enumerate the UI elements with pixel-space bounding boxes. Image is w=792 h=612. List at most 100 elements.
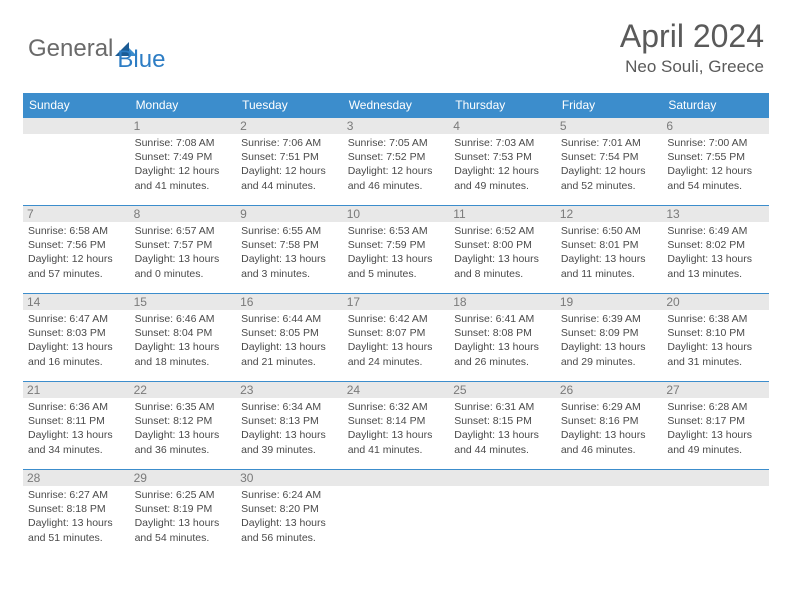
day-number-empty — [662, 470, 769, 486]
col-sunday: Sunday — [23, 93, 130, 118]
day-cell — [662, 470, 769, 558]
day-number: 19 — [556, 294, 663, 310]
sunset-text: Sunset: 7:49 PM — [135, 150, 232, 164]
sunrise-text: Sunrise: 6:47 AM — [28, 312, 125, 326]
day-number: 28 — [23, 470, 130, 486]
sunset-text: Sunset: 7:54 PM — [561, 150, 658, 164]
cell-body: Sunrise: 6:24 AMSunset: 8:20 PMDaylight:… — [241, 488, 338, 545]
day-number: 23 — [236, 382, 343, 398]
day-number: 12 — [556, 206, 663, 222]
cell-body: Sunrise: 7:06 AMSunset: 7:51 PMDaylight:… — [241, 136, 338, 193]
day-cell — [556, 470, 663, 558]
day-number: 14 — [23, 294, 130, 310]
cell-body: Sunrise: 6:31 AMSunset: 8:15 PMDaylight:… — [454, 400, 551, 457]
cell-body: Sunrise: 6:27 AMSunset: 8:18 PMDaylight:… — [28, 488, 125, 545]
cell-body: Sunrise: 7:01 AMSunset: 7:54 PMDaylight:… — [561, 136, 658, 193]
day-cell: 7Sunrise: 6:58 AMSunset: 7:56 PMDaylight… — [23, 206, 130, 294]
week-row: 7Sunrise: 6:58 AMSunset: 7:56 PMDaylight… — [23, 206, 769, 294]
daylight-text: Daylight: 13 hours and 3 minutes. — [241, 252, 338, 280]
sunset-text: Sunset: 8:11 PM — [28, 414, 125, 428]
daylight-text: Daylight: 13 hours and 13 minutes. — [667, 252, 764, 280]
daylight-text: Daylight: 13 hours and 18 minutes. — [135, 340, 232, 368]
week-row: 1Sunrise: 7:08 AMSunset: 7:49 PMDaylight… — [23, 118, 769, 206]
day-cell: 2Sunrise: 7:06 AMSunset: 7:51 PMDaylight… — [236, 118, 343, 206]
daylight-text: Daylight: 13 hours and 41 minutes. — [348, 428, 445, 456]
sunset-text: Sunset: 8:18 PM — [28, 502, 125, 516]
cell-body: Sunrise: 6:50 AMSunset: 8:01 PMDaylight:… — [561, 224, 658, 281]
day-cell: 26Sunrise: 6:29 AMSunset: 8:16 PMDayligh… — [556, 382, 663, 470]
day-cell: 19Sunrise: 6:39 AMSunset: 8:09 PMDayligh… — [556, 294, 663, 382]
cell-body: Sunrise: 7:08 AMSunset: 7:49 PMDaylight:… — [135, 136, 232, 193]
day-number: 4 — [449, 118, 556, 134]
sunset-text: Sunset: 7:57 PM — [135, 238, 232, 252]
sunrise-text: Sunrise: 6:52 AM — [454, 224, 551, 238]
sunrise-text: Sunrise: 6:53 AM — [348, 224, 445, 238]
sunset-text: Sunset: 8:04 PM — [135, 326, 232, 340]
daylight-text: Daylight: 13 hours and 8 minutes. — [454, 252, 551, 280]
day-cell: 14 Sunrise: 6:47 AMSunset: 8:03 PMDayligh… — [23, 294, 130, 382]
cell-body: Sunrise: 6:53 AMSunset: 7:59 PMDaylight:… — [348, 224, 445, 281]
day-number: 10 — [343, 206, 450, 222]
sunset-text: Sunset: 7:52 PM — [348, 150, 445, 164]
daylight-text: Daylight: 13 hours and 24 minutes. — [348, 340, 445, 368]
sunrise-text: Sunrise: 6:24 AM — [241, 488, 338, 502]
sunrise-text: Sunrise: 6:50 AM — [561, 224, 658, 238]
sunset-text: Sunset: 8:20 PM — [241, 502, 338, 516]
col-wednesday: Wednesday — [343, 93, 450, 118]
day-cell: 15Sunrise: 6:46 AMSunset: 8:04 PMDayligh… — [130, 294, 237, 382]
cell-body: Sunrise: 6:44 AMSunset: 8:05 PMDaylight:… — [241, 312, 338, 369]
cell-body: Sunrise: 6:49 AMSunset: 8:02 PMDaylight:… — [667, 224, 764, 281]
day-number: 20 — [662, 294, 769, 310]
day-cell: 8Sunrise: 6:57 AMSunset: 7:57 PMDaylight… — [130, 206, 237, 294]
daylight-text: Daylight: 12 hours and 46 minutes. — [348, 164, 445, 192]
day-number: 21 — [23, 382, 130, 398]
day-number: 29 — [130, 470, 237, 486]
cell-body: Sunrise: 6:41 AMSunset: 8:08 PMDaylight:… — [454, 312, 551, 369]
sunset-text: Sunset: 8:02 PM — [667, 238, 764, 252]
cell-body: Sunrise: 7:05 AMSunset: 7:52 PMDaylight:… — [348, 136, 445, 193]
sunset-text: Sunset: 8:07 PM — [348, 326, 445, 340]
day-cell: 24Sunrise: 6:32 AMSunset: 8:14 PMDayligh… — [343, 382, 450, 470]
daylight-text: Daylight: 12 hours and 44 minutes. — [241, 164, 338, 192]
day-number-empty — [449, 470, 556, 486]
sunrise-text: Sunrise: 6:34 AM — [241, 400, 338, 414]
day-number: 26 — [556, 382, 663, 398]
sunrise-text: Sunrise: 6:57 AM — [135, 224, 232, 238]
day-cell: 3 Sunrise: 7:05 AMSunset: 7:52 PMDaylight… — [343, 118, 450, 206]
daylight-text: Daylight: 13 hours and 5 minutes. — [348, 252, 445, 280]
day-number: 6 — [662, 118, 769, 134]
cell-body: Sunrise: 6:46 AMSunset: 8:04 PMDaylight:… — [135, 312, 232, 369]
cell-body: Sunrise: 6:55 AMSunset: 7:58 PMDaylight:… — [241, 224, 338, 281]
sunrise-text: Sunrise: 6:42 AM — [348, 312, 445, 326]
col-saturday: Saturday — [662, 93, 769, 118]
calendar-table: Sunday Monday Tuesday Wednesday Thursday… — [23, 93, 769, 558]
month-year: April 2024 — [620, 18, 764, 55]
sunrise-text: Sunrise: 6:35 AM — [135, 400, 232, 414]
cell-body: Sunrise: 6:36 AMSunset: 8:11 PMDaylight:… — [28, 400, 125, 457]
sunrise-text: Sunrise: 6:39 AM — [561, 312, 658, 326]
day-cell: 11Sunrise: 6:52 AMSunset: 8:00 PMDayligh… — [449, 206, 556, 294]
daylight-text: Daylight: 12 hours and 49 minutes. — [454, 164, 551, 192]
cell-body: Sunrise: 6:58 AMSunset: 7:56 PMDaylight:… — [28, 224, 125, 281]
cell-body: Sunrise: 6:47 AMSunset: 8:03 PMDaylight:… — [28, 312, 125, 369]
sunrise-text: Sunrise: 7:06 AM — [241, 136, 338, 150]
header: General Blue April 2024 Neo Souli, Greec… — [0, 0, 792, 85]
day-cell: 18 Sunrise: 6:41 AMSunset: 8:08 PMDayligh… — [449, 294, 556, 382]
sunrise-text: Sunrise: 7:05 AM — [348, 136, 445, 150]
day-cell: 27Sunrise: 6:28 AMSunset: 8:17 PMDayligh… — [662, 382, 769, 470]
sunset-text: Sunset: 8:00 PM — [454, 238, 551, 252]
cell-body: Sunrise: 6:28 AMSunset: 8:17 PMDaylight:… — [667, 400, 764, 457]
day-cell: 17Sunrise: 6:42 AMSunset: 8:07 PMDayligh… — [343, 294, 450, 382]
day-number: 18 — [449, 294, 556, 310]
daylight-text: Daylight: 13 hours and 56 minutes. — [241, 516, 338, 544]
week-row: 28 Sunrise: 6:27 AMSunset: 8:18 PMDayligh… — [23, 470, 769, 558]
day-number: 5 — [556, 118, 663, 134]
day-number-empty — [343, 470, 450, 486]
logo: General Blue — [28, 24, 165, 74]
location: Neo Souli, Greece — [620, 57, 764, 77]
col-tuesday: Tuesday — [236, 93, 343, 118]
sunrise-text: Sunrise: 6:55 AM — [241, 224, 338, 238]
cell-body: Sunrise: 7:03 AMSunset: 7:53 PMDaylight:… — [454, 136, 551, 193]
sunset-text: Sunset: 8:05 PM — [241, 326, 338, 340]
day-number: 3 — [343, 118, 450, 134]
